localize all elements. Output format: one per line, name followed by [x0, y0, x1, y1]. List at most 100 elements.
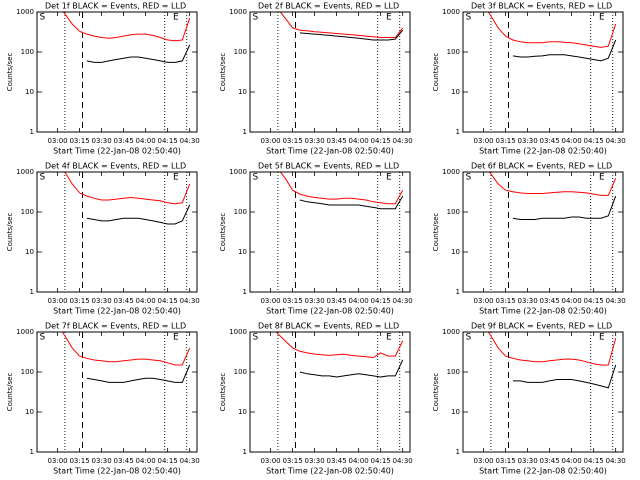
x-axis-label: Start Time (22-Jan-08 02:50:40): [266, 147, 394, 156]
panel: Det 5f BLACK = Events, RED = LLD Counts/s…: [219, 162, 413, 316]
y-tick-label: 100: [447, 48, 460, 56]
x-tick-label: 03:00: [47, 457, 67, 465]
x-tick-label: 04:30: [606, 457, 626, 465]
y-tick-label: 10: [25, 408, 34, 416]
x-tick-label: 03:30: [517, 137, 537, 145]
y-axis-label: Counts/sec: [219, 213, 227, 252]
x-axis-label: Start Time (22-Jan-08 02:50:40): [266, 307, 394, 316]
annotation: S: [252, 333, 258, 343]
x-tick-label: 04:30: [393, 137, 413, 145]
series-line: [512, 195, 617, 220]
series-line: [86, 44, 191, 63]
annotation: E: [386, 173, 392, 183]
panel: Det 1f BLACK = Events, RED = LLD Counts/s…: [6, 2, 200, 156]
x-tick-label: 04:15: [371, 137, 391, 145]
x-axis-label: Start Time (22-Jan-08 02:50:40): [53, 467, 181, 476]
y-tick-label: 1000: [16, 168, 34, 176]
y-tick-label: 100: [21, 48, 34, 56]
annotation: S: [252, 13, 258, 23]
x-tick-label: 03:15: [69, 297, 89, 305]
x-axis-label: Start Time (22-Jan-08 02:50:40): [479, 307, 607, 316]
y-tick-label: 10: [25, 88, 34, 96]
x-axis-label: Start Time (22-Jan-08 02:50:40): [53, 307, 181, 316]
x-tick-label: 04:15: [371, 297, 391, 305]
x-tick-label: 03:00: [473, 137, 493, 145]
y-tick-label: 10: [238, 248, 247, 256]
y-tick-label: 1000: [229, 328, 247, 336]
panel: Det 7f BLACK = Events, RED = LLD Counts/s…: [6, 322, 200, 476]
y-tick-label: 10: [25, 248, 34, 256]
annotation: E: [599, 173, 605, 183]
y-tick-label: 10: [451, 88, 460, 96]
series-line: [512, 39, 617, 62]
annotation: S: [39, 13, 45, 23]
x-tick-label: 03:45: [327, 137, 347, 145]
x-tick-label: 04:15: [158, 297, 178, 305]
chart-title: Det 1f BLACK = Events, RED = LLD: [45, 2, 186, 11]
panel: Det 6f BLACK = Events, RED = LLD Counts/s…: [432, 162, 626, 316]
chart-title: Det 6f BLACK = Events, RED = LLD: [471, 162, 612, 171]
x-tick-label: 03:45: [540, 137, 560, 145]
panel: Det 4f BLACK = Events, RED = LLD Counts/s…: [6, 162, 200, 316]
x-tick-label: 03:30: [91, 457, 111, 465]
x-tick-label: 03:30: [304, 457, 324, 465]
x-tick-label: 04:00: [562, 457, 582, 465]
y-tick-label: 100: [447, 368, 460, 376]
series-line: [299, 359, 404, 378]
x-tick-label: 03:00: [473, 297, 493, 305]
annotation: E: [386, 333, 392, 343]
x-tick-label: 04:15: [371, 457, 391, 465]
chart-title: Det 3f BLACK = Events, RED = LLD: [471, 2, 612, 11]
series-line: [279, 12, 404, 38]
y-tick-label: 1: [456, 448, 460, 456]
x-tick-label: 03:45: [114, 457, 134, 465]
series-line: [299, 29, 404, 41]
x-tick-label: 04:00: [136, 457, 156, 465]
y-tick-label: 1: [243, 448, 247, 456]
x-tick-label: 04:30: [606, 137, 626, 145]
series-line: [64, 172, 191, 205]
x-tick-label: 03:15: [495, 457, 515, 465]
x-tick-label: 03:45: [114, 137, 134, 145]
series-line: [487, 12, 617, 48]
y-tick-label: 100: [234, 368, 247, 376]
x-tick-label: 03:45: [540, 457, 560, 465]
plot-frame: [249, 171, 411, 293]
y-tick-label: 1000: [16, 8, 34, 16]
y-tick-label: 1: [243, 288, 247, 296]
x-tick-label: 04:00: [349, 297, 369, 305]
x-tick-label: 03:15: [282, 137, 302, 145]
series-line: [512, 364, 617, 389]
annotation: S: [465, 333, 471, 343]
chart-title: Det 8f BLACK = Events, RED = LLD: [258, 322, 399, 331]
x-tick-label: 04:15: [584, 457, 604, 465]
y-tick-label: 10: [238, 88, 247, 96]
annotation: E: [386, 13, 392, 23]
y-tick-label: 10: [238, 408, 247, 416]
x-tick-label: 03:00: [473, 457, 493, 465]
series-line: [275, 332, 404, 359]
x-tick-label: 03:00: [260, 457, 280, 465]
y-tick-label: 1: [456, 288, 460, 296]
annotation: E: [173, 333, 179, 343]
y-axis-label: Counts/sec: [432, 373, 440, 412]
x-tick-label: 03:30: [91, 137, 111, 145]
chart-title: Det 7f BLACK = Events, RED = LLD: [45, 322, 186, 331]
y-tick-label: 100: [447, 208, 460, 216]
x-axis-label: Start Time (22-Jan-08 02:50:40): [53, 147, 181, 156]
x-tick-label: 04:00: [136, 137, 156, 145]
x-tick-label: 03:45: [540, 297, 560, 305]
panel: Det 8f BLACK = Events, RED = LLD Counts/s…: [219, 322, 413, 476]
x-tick-label: 03:30: [517, 297, 537, 305]
plot-frame: [36, 171, 198, 293]
plot-frame: [462, 171, 624, 293]
series-line: [487, 332, 617, 366]
x-tick-label: 04:30: [180, 297, 200, 305]
x-tick-label: 03:30: [91, 297, 111, 305]
y-axis-label: Counts/sec: [6, 53, 14, 92]
series-line: [488, 172, 617, 196]
plot-frame: [249, 331, 411, 453]
x-tick-label: 04:00: [562, 137, 582, 145]
x-tick-label: 03:15: [69, 137, 89, 145]
